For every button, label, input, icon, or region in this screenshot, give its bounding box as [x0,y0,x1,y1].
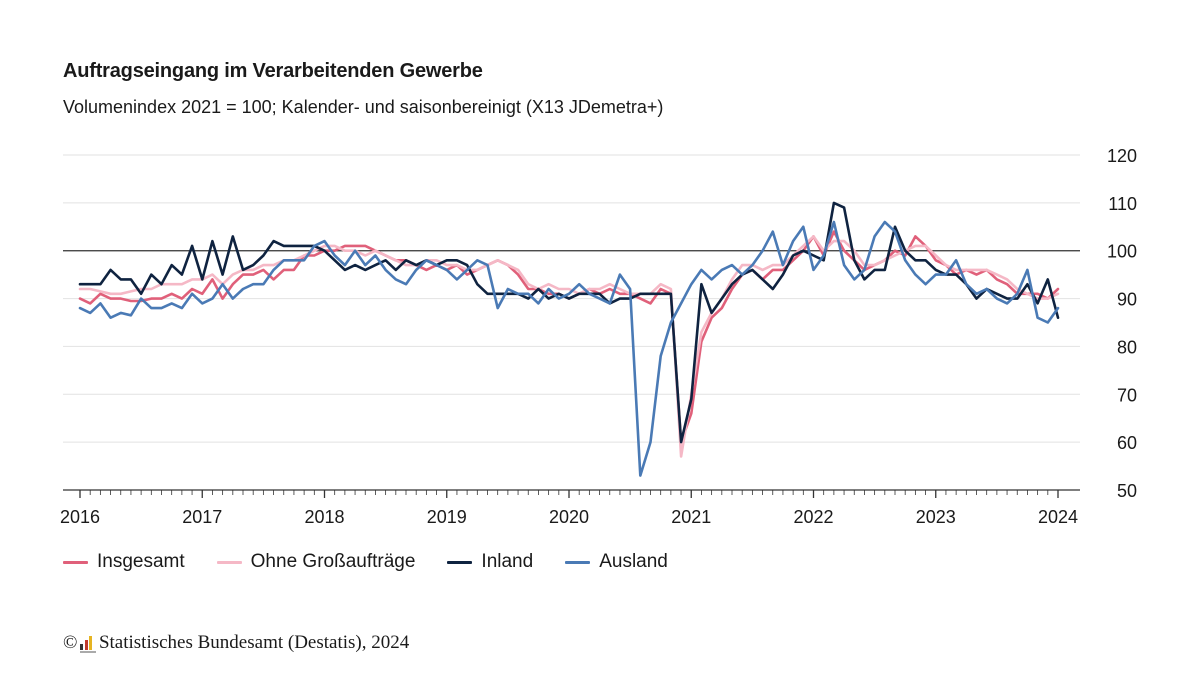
legend-item[interactable]: Insgesamt [63,551,185,573]
legend-label: Ohne Großaufträge [250,551,416,572]
x-tick-label: 2024 [1038,507,1078,527]
x-tick-label: 2019 [427,507,467,527]
legend-swatch-icon [63,560,88,564]
legend-item[interactable]: Ausland [565,551,668,573]
copyright-symbol: © [63,632,78,653]
x-tick-label: 2020 [549,507,589,527]
legend-swatch-icon [447,560,473,564]
x-tick-label: 2021 [671,507,711,527]
destatis-logo-icon [80,636,97,653]
x-tick-label: 2018 [304,507,344,527]
legend-swatch-icon [216,560,242,564]
x-tick-label: 2022 [793,507,833,527]
legend-item[interactable]: Inland [447,551,533,573]
chart-title: Auftragseingang im Verarbeitenden Gewerb… [63,60,483,82]
x-tick-label: 2023 [916,507,956,527]
legend-label: Inland [481,551,534,572]
series-line-ausland [78,220,1060,477]
legend-swatch-icon [565,560,591,564]
x-tick-label: 2017 [182,507,222,527]
y-tick-label: 80 [1117,337,1137,357]
y-tick-label: 110 [1108,194,1137,214]
legend-item[interactable]: Ohne Großaufträge [216,551,416,573]
legend: Insgesamt Ohne Großaufträge Inland Ausland [63,551,700,573]
y-tick-label: 50 [1117,481,1137,501]
y-tick-label: 120 [1107,146,1137,166]
series-line-inland [78,201,1060,444]
series-lines [78,201,1060,477]
y-tick-label: 60 [1117,433,1137,453]
chart-subtitle: Volumenindex 2021 = 100; Kalender- und s… [63,97,664,117]
y-tick-label: 90 [1117,290,1137,310]
y-tick-label: 70 [1117,385,1137,405]
source-footer: © Statistisches Bundesamt (Destatis), 20… [63,632,409,654]
source-text: Statistisches Bundesamt (Destatis), 2024 [98,632,410,653]
y-axis: 50 60 70 80 90 100 110 120 [1107,146,1137,501]
x-axis: 2016 2017 2018 2019 2020 2021 2022 2023 2024 [60,489,1080,527]
legend-label: Insgesamt [97,551,185,572]
y-tick-label: 100 [1107,242,1137,262]
x-tick-label: 2016 [60,507,100,527]
legend-label: Ausland [599,551,668,572]
